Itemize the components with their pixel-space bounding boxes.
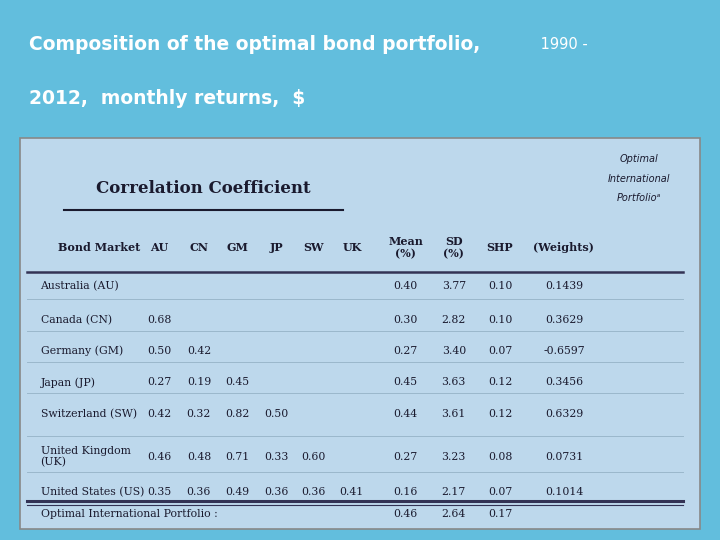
Text: 0.48: 0.48 [186, 452, 211, 462]
Text: Switzerland (SW): Switzerland (SW) [40, 409, 137, 419]
Text: SW: SW [304, 242, 324, 253]
Text: 0.08: 0.08 [488, 452, 512, 462]
Text: 0.16: 0.16 [393, 487, 418, 497]
Text: 0.6329: 0.6329 [545, 409, 583, 419]
Text: 2012,  monthly returns,  $: 2012, monthly returns, $ [29, 90, 305, 109]
Text: 0.71: 0.71 [225, 452, 250, 462]
Text: 0.3456: 0.3456 [545, 377, 583, 387]
Text: 0.30: 0.30 [393, 315, 418, 325]
Text: 0.07: 0.07 [488, 487, 512, 497]
Text: GM: GM [227, 242, 248, 253]
FancyBboxPatch shape [20, 138, 700, 529]
Text: (Weights): (Weights) [534, 242, 594, 253]
Text: 0.27: 0.27 [148, 377, 171, 387]
Text: 0.1439: 0.1439 [545, 281, 583, 292]
Text: 0.10: 0.10 [488, 281, 512, 292]
Text: 1990 -: 1990 - [536, 37, 588, 52]
Text: AU: AU [150, 242, 168, 253]
Text: Mean
(%): Mean (%) [388, 235, 423, 259]
Text: JP: JP [269, 242, 283, 253]
Text: 0.19: 0.19 [186, 377, 211, 387]
Text: 2.82: 2.82 [441, 315, 466, 325]
Text: SHP: SHP [487, 242, 513, 253]
Text: United States (US): United States (US) [40, 487, 144, 497]
Text: United Kingdom
(UK): United Kingdom (UK) [40, 446, 130, 467]
Text: 0.42: 0.42 [186, 346, 211, 356]
Text: 3.63: 3.63 [441, 377, 466, 387]
Text: 0.44: 0.44 [393, 409, 418, 419]
Text: 0.46: 0.46 [148, 452, 171, 462]
Text: 0.3629: 0.3629 [545, 315, 583, 325]
Text: 0.27: 0.27 [393, 452, 418, 462]
Text: 0.17: 0.17 [488, 509, 512, 518]
Text: International: International [608, 174, 670, 184]
Text: 0.35: 0.35 [148, 487, 171, 497]
Text: 0.36: 0.36 [264, 487, 289, 497]
Text: 0.50: 0.50 [148, 346, 171, 356]
Text: Optimal: Optimal [619, 154, 658, 164]
Text: 0.82: 0.82 [225, 409, 250, 419]
Text: 0.41: 0.41 [340, 487, 364, 497]
Text: Optimal International Portfolio :: Optimal International Portfolio : [40, 509, 217, 518]
Text: CN: CN [189, 242, 208, 253]
Text: Germany (GM): Germany (GM) [40, 346, 123, 356]
Text: Composition of the optimal bond portfolio,: Composition of the optimal bond portfoli… [29, 35, 480, 54]
Text: 0.10: 0.10 [488, 315, 512, 325]
Text: Japan (JP): Japan (JP) [40, 377, 96, 388]
Text: 0.36: 0.36 [186, 487, 211, 497]
Text: 0.50: 0.50 [264, 409, 289, 419]
Text: 0.60: 0.60 [302, 452, 326, 462]
Text: 0.33: 0.33 [264, 452, 289, 462]
Text: 3.77: 3.77 [442, 281, 466, 292]
Text: 2.64: 2.64 [441, 509, 466, 518]
Text: Australia (AU): Australia (AU) [40, 281, 120, 292]
Text: 0.36: 0.36 [302, 487, 326, 497]
Text: Bond Market: Bond Market [58, 242, 140, 253]
Text: 3.40: 3.40 [441, 346, 466, 356]
Text: 0.49: 0.49 [225, 487, 250, 497]
Text: -0.6597: -0.6597 [543, 346, 585, 356]
Text: 0.12: 0.12 [488, 409, 512, 419]
Text: 0.32: 0.32 [186, 409, 211, 419]
Text: 0.07: 0.07 [488, 346, 512, 356]
Text: 0.27: 0.27 [393, 346, 418, 356]
Text: 3.23: 3.23 [441, 452, 466, 462]
Text: 0.45: 0.45 [393, 377, 418, 387]
Text: 0.46: 0.46 [393, 509, 418, 518]
Text: 0.68: 0.68 [148, 315, 171, 325]
Text: UK: UK [342, 242, 361, 253]
Text: Canada (CN): Canada (CN) [40, 315, 112, 325]
Text: 2.17: 2.17 [441, 487, 466, 497]
Text: Correlation Coefficient: Correlation Coefficient [96, 180, 311, 197]
Text: 0.1014: 0.1014 [545, 487, 583, 497]
Text: 0.12: 0.12 [488, 377, 512, 387]
Text: 0.42: 0.42 [148, 409, 171, 419]
Text: 0.45: 0.45 [225, 377, 250, 387]
Text: 0.40: 0.40 [393, 281, 418, 292]
Text: SD
(%): SD (%) [444, 235, 464, 259]
Text: 3.61: 3.61 [441, 409, 466, 419]
Text: 0.0731: 0.0731 [545, 452, 583, 462]
Text: Portfolioᵃ: Portfolioᵃ [616, 193, 661, 204]
